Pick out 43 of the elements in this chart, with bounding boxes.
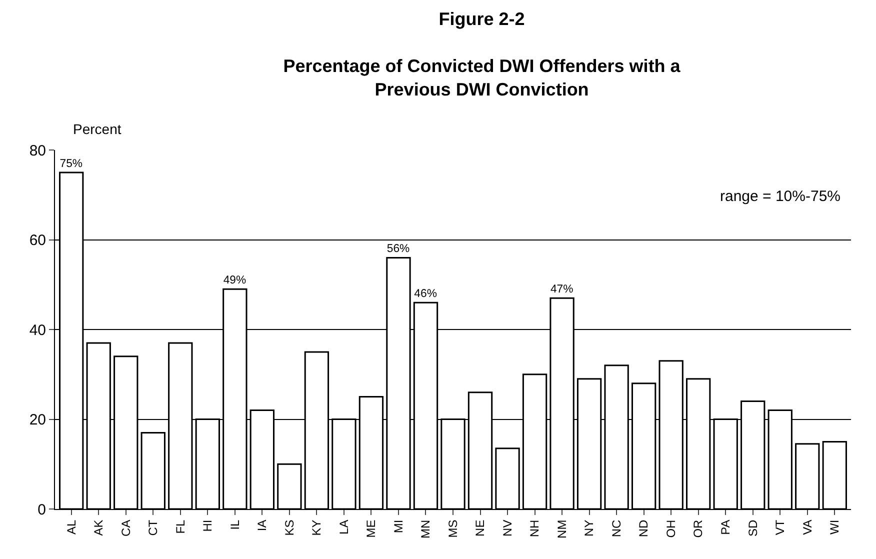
- data-label: 47%: [550, 283, 574, 296]
- x-tick-label: SD: [746, 519, 760, 536]
- x-tick-label: IL: [228, 519, 242, 530]
- y-tick-label: 40: [29, 322, 46, 339]
- x-tick-label: NE: [473, 520, 488, 536]
- x-tick-label: LA: [336, 520, 351, 534]
- x-tick-label: CT: [146, 519, 160, 536]
- chart-subtitle: Percentage of Convicted DWI Offenders with a Previous DWI Conviction: [283, 56, 682, 100]
- x-tick-label: IA: [255, 520, 270, 532]
- y-tick-label: 20: [29, 412, 46, 428]
- x-tick-label: MS: [446, 520, 460, 538]
- x-tick-label: OH: [664, 520, 678, 538]
- chart-title: Figure 2-2: [438, 9, 525, 30]
- x-tick-label: OR: [691, 519, 706, 538]
- y-axis-title: Percent: [73, 121, 122, 137]
- x-tick-label: MI: [391, 520, 406, 534]
- data-label: 75%: [60, 158, 83, 170]
- x-tick-label: VA: [800, 520, 814, 535]
- data-label: 46%: [414, 288, 437, 300]
- x-tick-label: ND: [636, 519, 651, 538]
- y-tick-label: 60: [29, 232, 46, 249]
- x-tick-label: ME: [364, 520, 378, 538]
- x-tick-label: NC: [609, 519, 624, 538]
- y-tick-label: 0: [38, 501, 46, 518]
- x-tick-label: KS: [282, 520, 296, 536]
- x-tick-label: NH: [528, 520, 542, 538]
- x-tick-label: HI: [200, 520, 215, 532]
- x-tick-label: NM: [554, 520, 569, 538]
- annotation: range = 10%-75%: [720, 188, 840, 205]
- data-label: 49%: [223, 274, 246, 286]
- x-tick-label: AK: [92, 520, 106, 536]
- x-tick-label: NY: [582, 520, 596, 536]
- x-tick-label: PA: [718, 520, 732, 535]
- x-tick-label: AL: [64, 519, 78, 534]
- x-tick-label: VT: [773, 519, 788, 536]
- y-tick-label: 80: [29, 142, 46, 160]
- x-tick-label: FL: [173, 519, 188, 534]
- x-tick-label: CA: [118, 520, 133, 536]
- x-tick-label: NV: [500, 520, 514, 536]
- data-label: 56%: [386, 243, 410, 256]
- x-tick-label: WI: [828, 520, 842, 534]
- x-tick-label: KY: [310, 520, 324, 536]
- x-tick-label: MN: [418, 520, 433, 538]
